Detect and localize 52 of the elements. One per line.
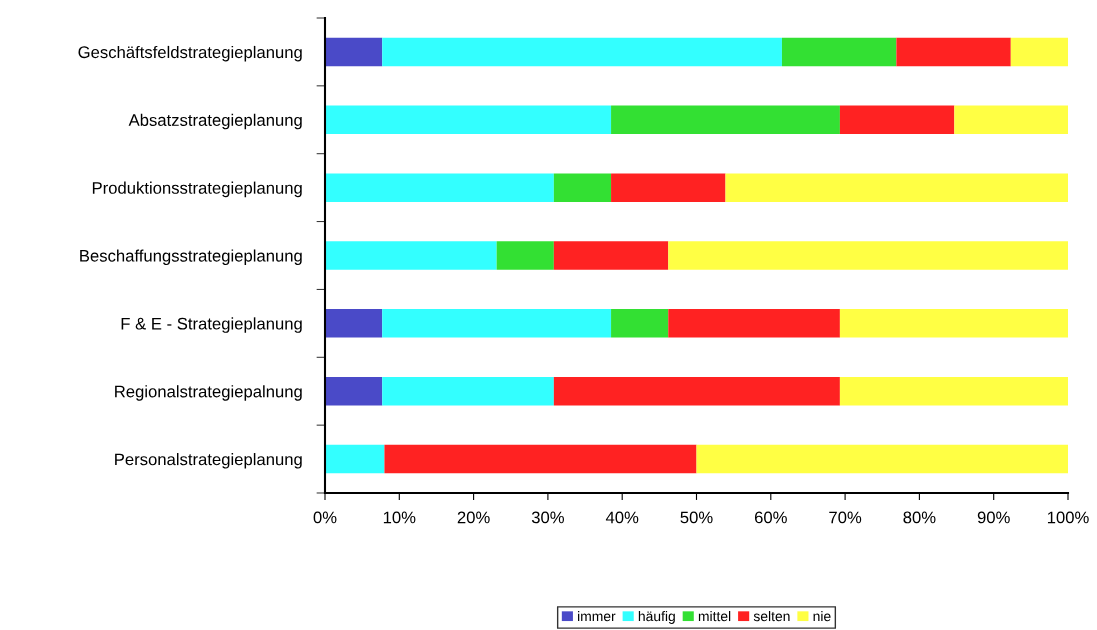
bar [553,241,669,270]
y-tick-label: Geschäftsfeldstrategieplanung [78,45,302,62]
bar [668,241,1068,270]
bar [954,105,1068,135]
bar [839,309,1068,338]
bar [325,241,497,270]
bar [553,173,612,202]
bar [696,444,1068,474]
bar [611,105,840,135]
x-tick-label: 60% [754,511,787,524]
x-tick-label: 70% [829,511,862,524]
x-tick-label: 20% [457,511,490,524]
legend-label: häufig [638,610,675,624]
bar [668,309,840,338]
bar [1010,37,1068,67]
bar [725,173,1068,202]
bar [325,105,612,135]
x-tick-label: 30% [531,511,564,524]
x-tick-label: 100% [1047,511,1089,524]
bar [896,37,1011,67]
x-tick-label: 40% [605,511,639,524]
legend-label: mittel [698,610,731,622]
legend-label: nie [813,610,831,622]
bar [325,444,385,474]
legend-label: selten [753,610,790,622]
x-tick-label: 10% [383,511,416,524]
bar [839,105,955,135]
y-tick-label: Personalstrategieplanung [115,453,302,469]
bar [382,376,554,406]
bar [382,309,612,338]
y-tick-label: Produktionsstrategieplanung [92,181,302,198]
y-tick-label: Absatzstrategieplanung [128,113,302,130]
bar [496,241,554,270]
x-tick-label: 0% [313,511,337,524]
bar [611,173,726,202]
bar [325,376,383,406]
bar [382,37,782,67]
y-tick-label: Regionalstrategiepalnung [115,385,302,401]
bar [325,173,554,202]
bar [384,444,697,474]
legend-label: immer [578,610,616,622]
bar [839,376,1068,406]
y-tick-label: Beschaffungsstrategieplanung [80,249,302,265]
x-tick-label: 50% [680,511,713,524]
bar [325,37,383,67]
y-tick-label: F & E - Strategieplanung [121,317,302,333]
bar [553,376,840,406]
x-tick-label: 90% [977,511,1010,524]
bar [611,309,669,338]
bar [781,37,897,67]
x-tick-label: 80% [903,511,936,524]
bar [325,309,383,338]
